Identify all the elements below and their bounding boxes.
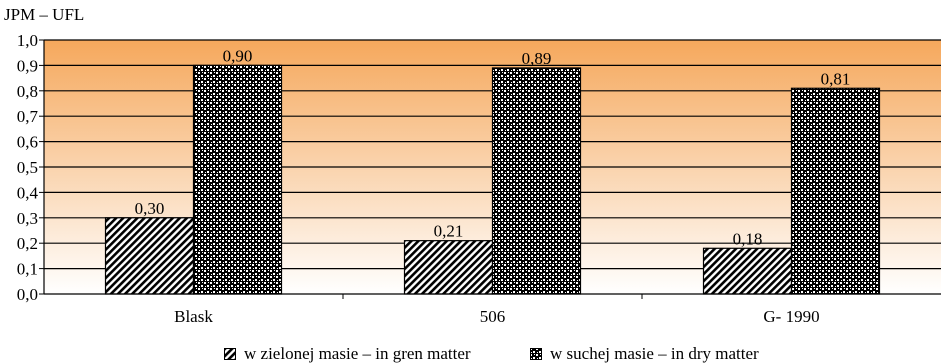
legend-label-dry-matter: w suchej masie – in dry matter — [550, 344, 759, 363]
bar — [403, 240, 494, 295]
y-tick-label: 0,6 — [17, 133, 38, 152]
y-tick-label: 0,1 — [17, 260, 38, 279]
y-tick-label: 0,3 — [17, 209, 38, 228]
bar — [104, 217, 195, 295]
bar — [192, 64, 283, 295]
x-tick-label: G- 1990 — [763, 307, 819, 326]
legend-item-green-matter: w zielonej masie – in gren matter — [224, 344, 471, 364]
data-label: 0,18 — [733, 229, 763, 248]
legend-label-green-matter: w zielonej masie – in gren matter — [244, 344, 471, 363]
y-axis-title: JPM – UFL — [4, 5, 84, 24]
x-tick-label: Blask — [174, 307, 213, 326]
bar — [702, 247, 793, 295]
y-tick-label: 0,7 — [17, 107, 39, 126]
data-label: 0,90 — [223, 46, 253, 65]
hatch-swatch-icon — [224, 348, 236, 360]
y-tick-label: 0,8 — [17, 82, 38, 101]
y-tick-label: 0,9 — [17, 56, 38, 75]
x-tick-label: 506 — [480, 307, 506, 326]
y-tick-label: 0,2 — [17, 234, 38, 253]
legend-item-dry-matter: w suchej masie – in dry matter — [530, 344, 759, 364]
bar — [491, 67, 582, 295]
legend: w zielonej masie – in gren matter w such… — [0, 344, 945, 364]
data-label: 0,81 — [821, 69, 851, 88]
data-label: 0,21 — [434, 222, 464, 241]
bar — [790, 87, 881, 295]
data-label: 0,89 — [522, 49, 552, 68]
y-tick-label: 0,0 — [17, 285, 38, 304]
data-label: 0,30 — [135, 199, 165, 218]
bar-chart: 0,0 0,1 0,2 0,3 0,4 0,5 0,6 0,7 0,8 0,9 1,0 0,30 0,… — [4, 5, 941, 326]
y-tick-label: 0,5 — [17, 158, 38, 177]
dots-swatch-icon — [530, 348, 542, 360]
y-tick-label: 1,0 — [17, 31, 38, 50]
y-tick-label: 0,4 — [17, 183, 39, 202]
